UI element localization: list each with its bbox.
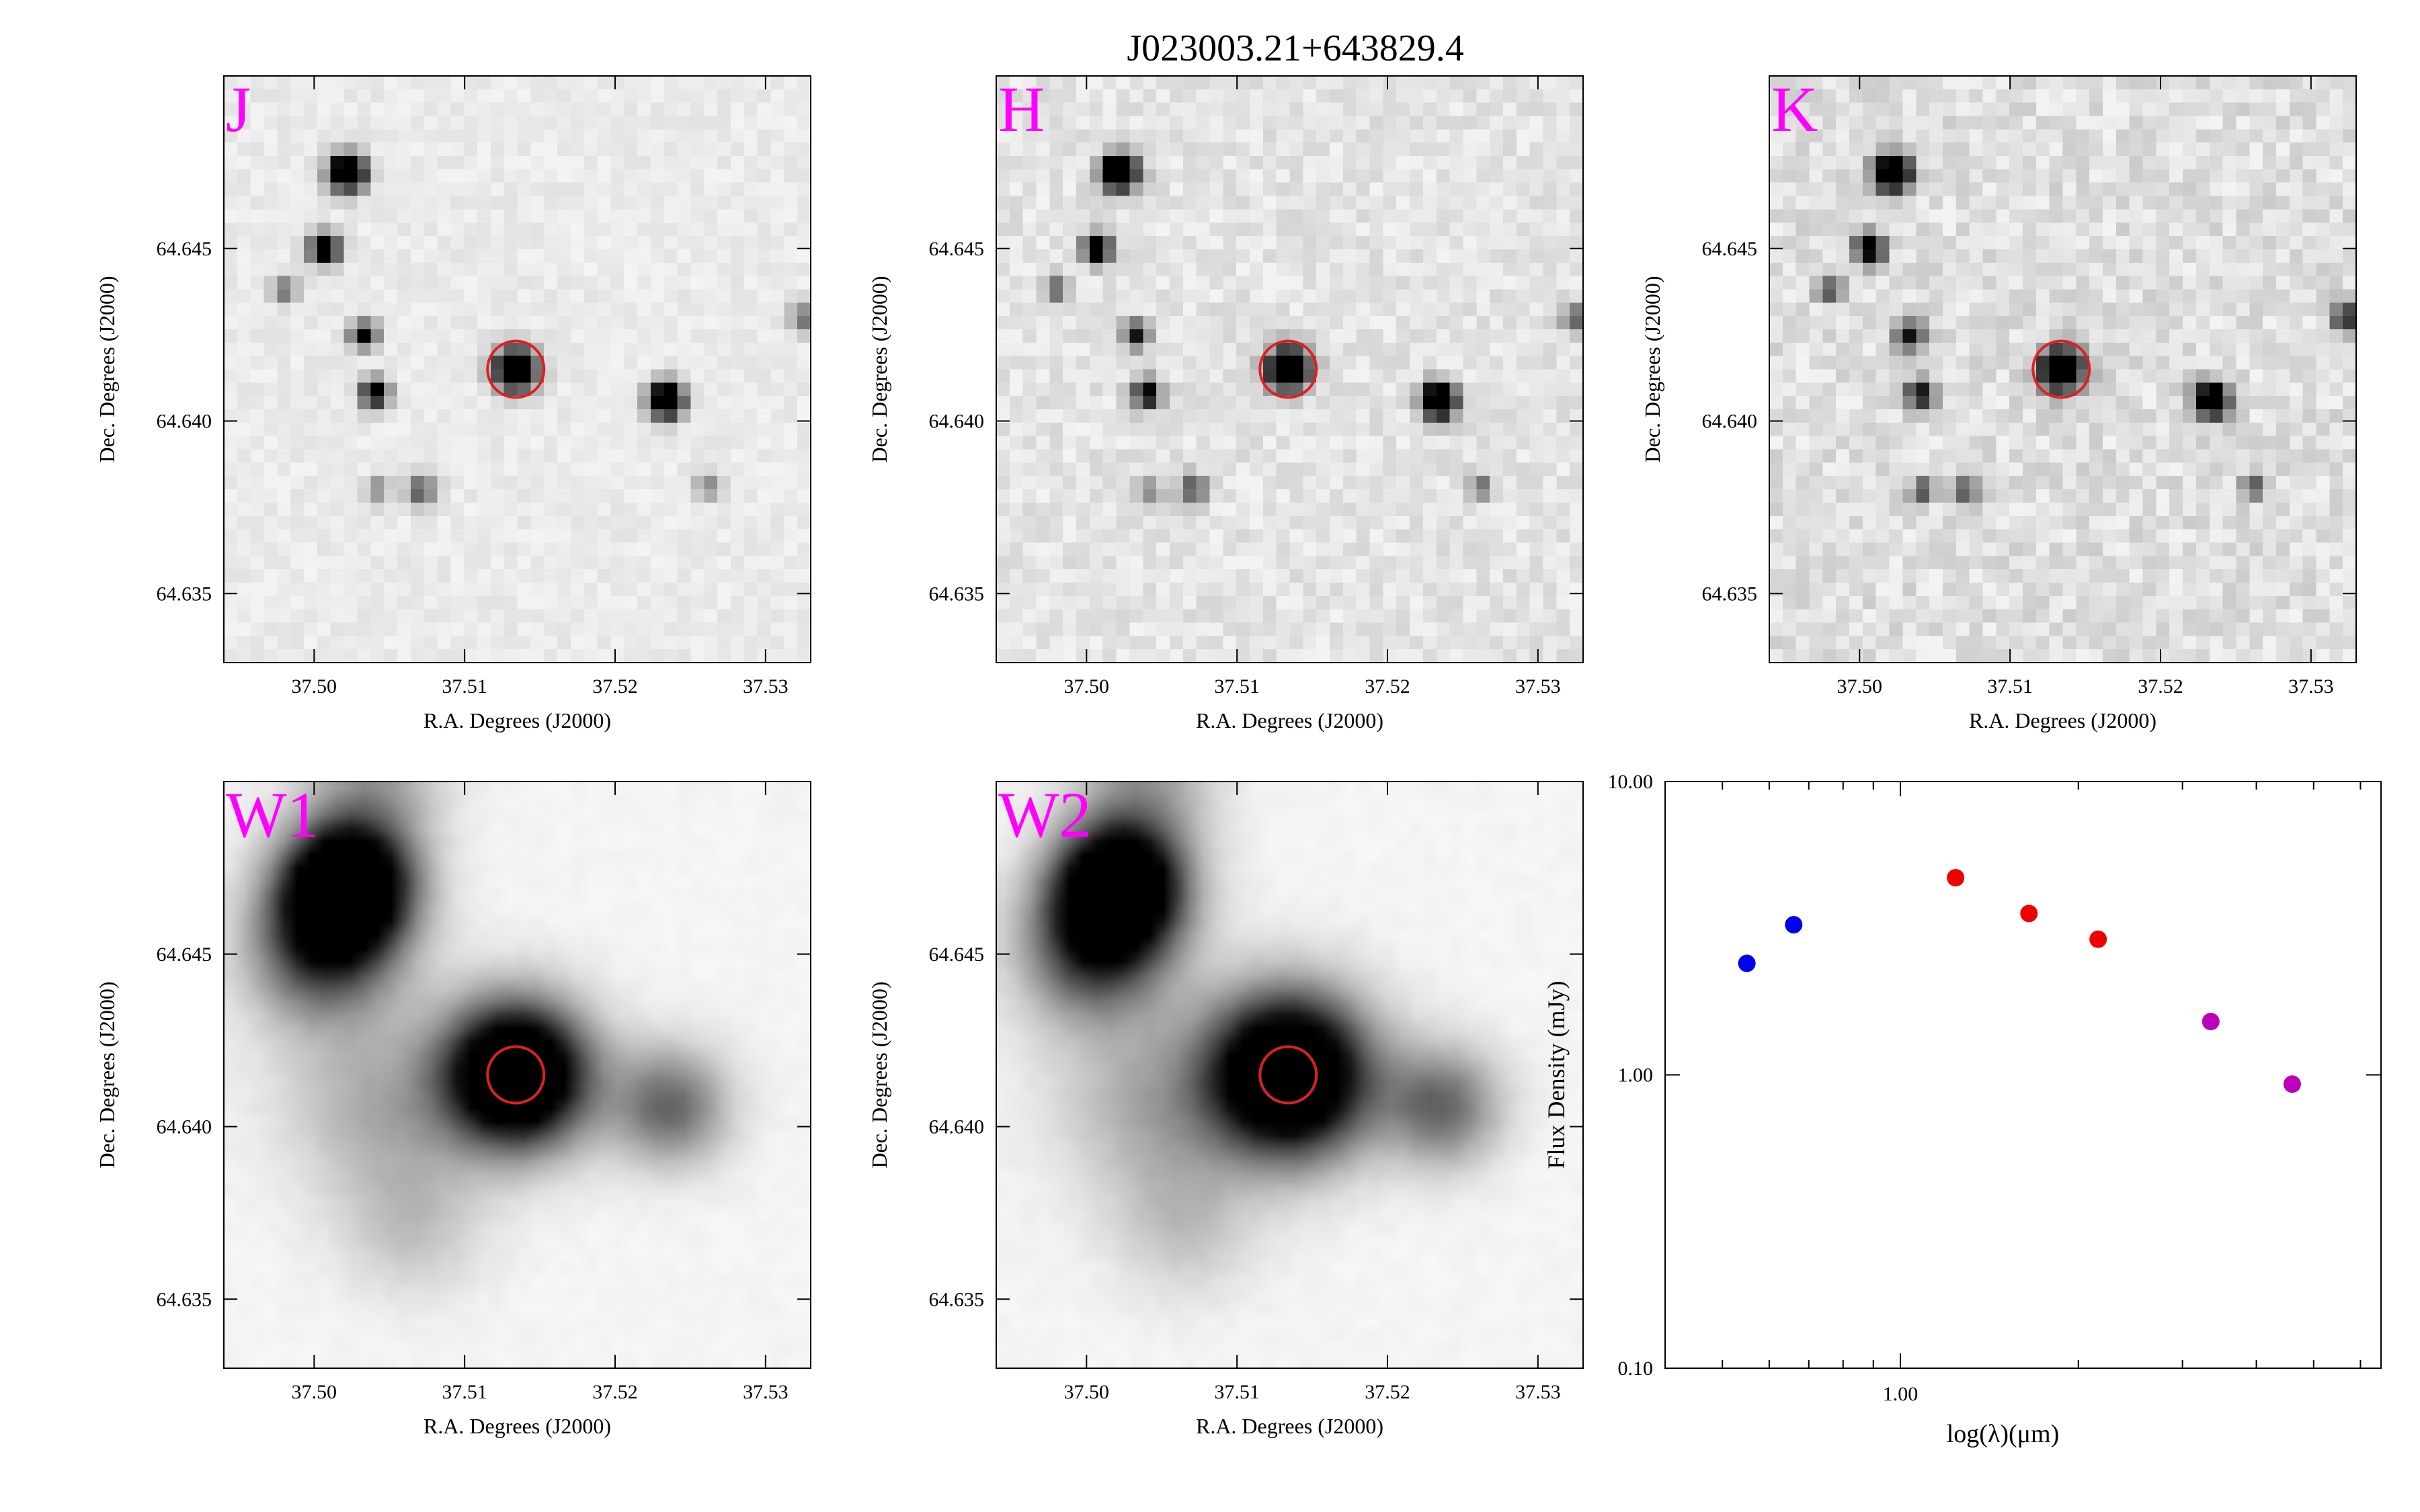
x-tick-label: 37.52: [1365, 1381, 1410, 1403]
sed-data-point: [1947, 869, 1965, 887]
x-tick-label: 37.52: [1365, 675, 1410, 698]
x-tick-label: 37.51: [1214, 675, 1260, 698]
sed-x-axis-label: log(λ)(μm): [1947, 1420, 2060, 1448]
sed-plot: 10.00 1.00 0.10 1.00 log(λ)(μm) Flux Density …: [1543, 771, 2382, 1448]
x-tick-label: 37.50: [292, 1381, 337, 1403]
x-tick-label: 37.53: [1515, 1381, 1561, 1403]
band-label: K: [1771, 73, 1818, 145]
x-axis-label: R.A. Degrees (J2000): [424, 708, 611, 732]
x-tick-label: 37.52: [592, 1381, 638, 1403]
panel-frame: [223, 75, 811, 663]
y-tick-label: 64.635: [1702, 583, 1758, 605]
y-tick-label: 64.640: [157, 1116, 212, 1138]
y-axis-label: Dec. Degrees (J2000): [867, 981, 891, 1168]
x-tick-label: 37.51: [442, 675, 487, 698]
y-tick-label: 64.645: [157, 238, 212, 260]
x-tick-label: 37.52: [2138, 675, 2183, 698]
sed-y-tick-label: 0.10: [1618, 1357, 1654, 1380]
sky-image-k: [1769, 76, 2356, 663]
y-axis-label: Dec. Degrees (J2000): [95, 276, 119, 462]
x-axis-label: R.A. Degrees (J2000): [1196, 1414, 1383, 1438]
sed-y-axis-label: Flux Density (mJy): [1543, 980, 1570, 1169]
sed-data-point: [2202, 1013, 2220, 1031]
sed-frame: [1664, 781, 2382, 1369]
y-axis-label: Dec. Degrees (J2000): [1640, 276, 1664, 462]
x-tick-label: 37.53: [743, 1381, 789, 1403]
band-label: W1: [226, 779, 319, 851]
x-tick-label: 37.51: [1214, 1381, 1260, 1403]
sed-y-tick-label: 1.00: [1618, 1064, 1654, 1087]
y-tick-label: 64.635: [157, 1288, 212, 1310]
target-marker-circle: [486, 1045, 546, 1105]
x-tick-label: 37.51: [442, 1381, 487, 1403]
sed-y-tick-label: 10.00: [1608, 771, 1654, 793]
sky-image-h: [996, 76, 1583, 663]
image-panels: 37.50 37.51 37.52 37.53 64.635 64.640 64.645 R.…: [95, 73, 2357, 1438]
sky-image-w2: [996, 782, 1583, 1368]
image-panel-w2: 37.50 37.51 37.52 37.53 64.635 64.640 64.645 R.…: [867, 779, 1584, 1438]
y-tick-label: 64.635: [157, 583, 212, 605]
band-label: J: [226, 73, 251, 145]
x-tick-label: 37.53: [743, 675, 789, 698]
target-marker-circle: [1258, 339, 1318, 399]
sky-image-j: [224, 76, 811, 663]
x-tick-label: 37.51: [1987, 675, 2033, 698]
x-axis-label: R.A. Degrees (J2000): [424, 1414, 611, 1438]
x-tick-label: 37.50: [1837, 675, 1883, 698]
y-tick-label: 64.635: [929, 583, 985, 605]
y-axis-label: Dec. Degrees (J2000): [95, 981, 119, 1168]
target-marker-circle: [486, 339, 546, 399]
x-tick-label: 37.52: [592, 675, 638, 698]
y-tick-label: 64.635: [929, 1288, 985, 1310]
sed-data-point: [2283, 1075, 2301, 1093]
image-panel-k: 37.50 37.51 37.52 37.53 64.635 64.640 64.645 R.…: [1640, 73, 2357, 732]
y-tick-label: 64.640: [1702, 411, 1758, 433]
panel-frame: [223, 781, 811, 1369]
x-tick-label: 37.50: [1064, 1381, 1110, 1403]
y-tick-label: 64.645: [157, 943, 212, 966]
y-tick-label: 64.645: [1702, 238, 1758, 260]
x-tick-label: 37.50: [1064, 675, 1110, 698]
band-label: H: [998, 73, 1045, 145]
image-panel-w1: 37.50 37.51 37.52 37.53 64.635 64.640 64.645 R.…: [95, 779, 811, 1438]
sed-x-tick-label: 1.00: [1883, 1383, 1919, 1405]
target-marker-circle: [1258, 1045, 1318, 1105]
target-marker-circle: [2031, 339, 2091, 399]
x-tick-label: 37.53: [1515, 675, 1561, 698]
y-tick-label: 64.640: [929, 411, 985, 433]
x-axis-label: R.A. Degrees (J2000): [1969, 708, 2156, 732]
x-tick-label: 37.53: [2288, 675, 2334, 698]
x-tick-label: 37.50: [292, 675, 337, 698]
figure-title: J023003.21+643829.4: [1127, 28, 1463, 69]
panel-frame: [996, 75, 1584, 663]
y-tick-label: 64.640: [929, 1116, 985, 1138]
panel-frame: [996, 781, 1584, 1369]
sky-image-w1: [224, 782, 811, 1368]
sed-data-point: [1785, 916, 1803, 934]
panel-frame: [1769, 75, 2357, 663]
band-label: W2: [998, 779, 1092, 851]
sed-data-point: [2020, 905, 2038, 923]
y-axis-label: Dec. Degrees (J2000): [867, 276, 891, 462]
image-panel-h: 37.50 37.51 37.52 37.53 64.635 64.640 64.645 R.…: [867, 73, 1584, 732]
image-panel-j: 37.50 37.51 37.52 37.53 64.635 64.640 64.645 R.…: [95, 73, 811, 732]
y-tick-label: 64.645: [929, 238, 985, 260]
y-tick-label: 64.640: [157, 411, 212, 433]
y-tick-label: 64.645: [929, 943, 985, 966]
sed-data-point: [2089, 930, 2107, 948]
x-axis-label: R.A. Degrees (J2000): [1196, 708, 1383, 732]
sed-data-point: [1738, 954, 1756, 972]
